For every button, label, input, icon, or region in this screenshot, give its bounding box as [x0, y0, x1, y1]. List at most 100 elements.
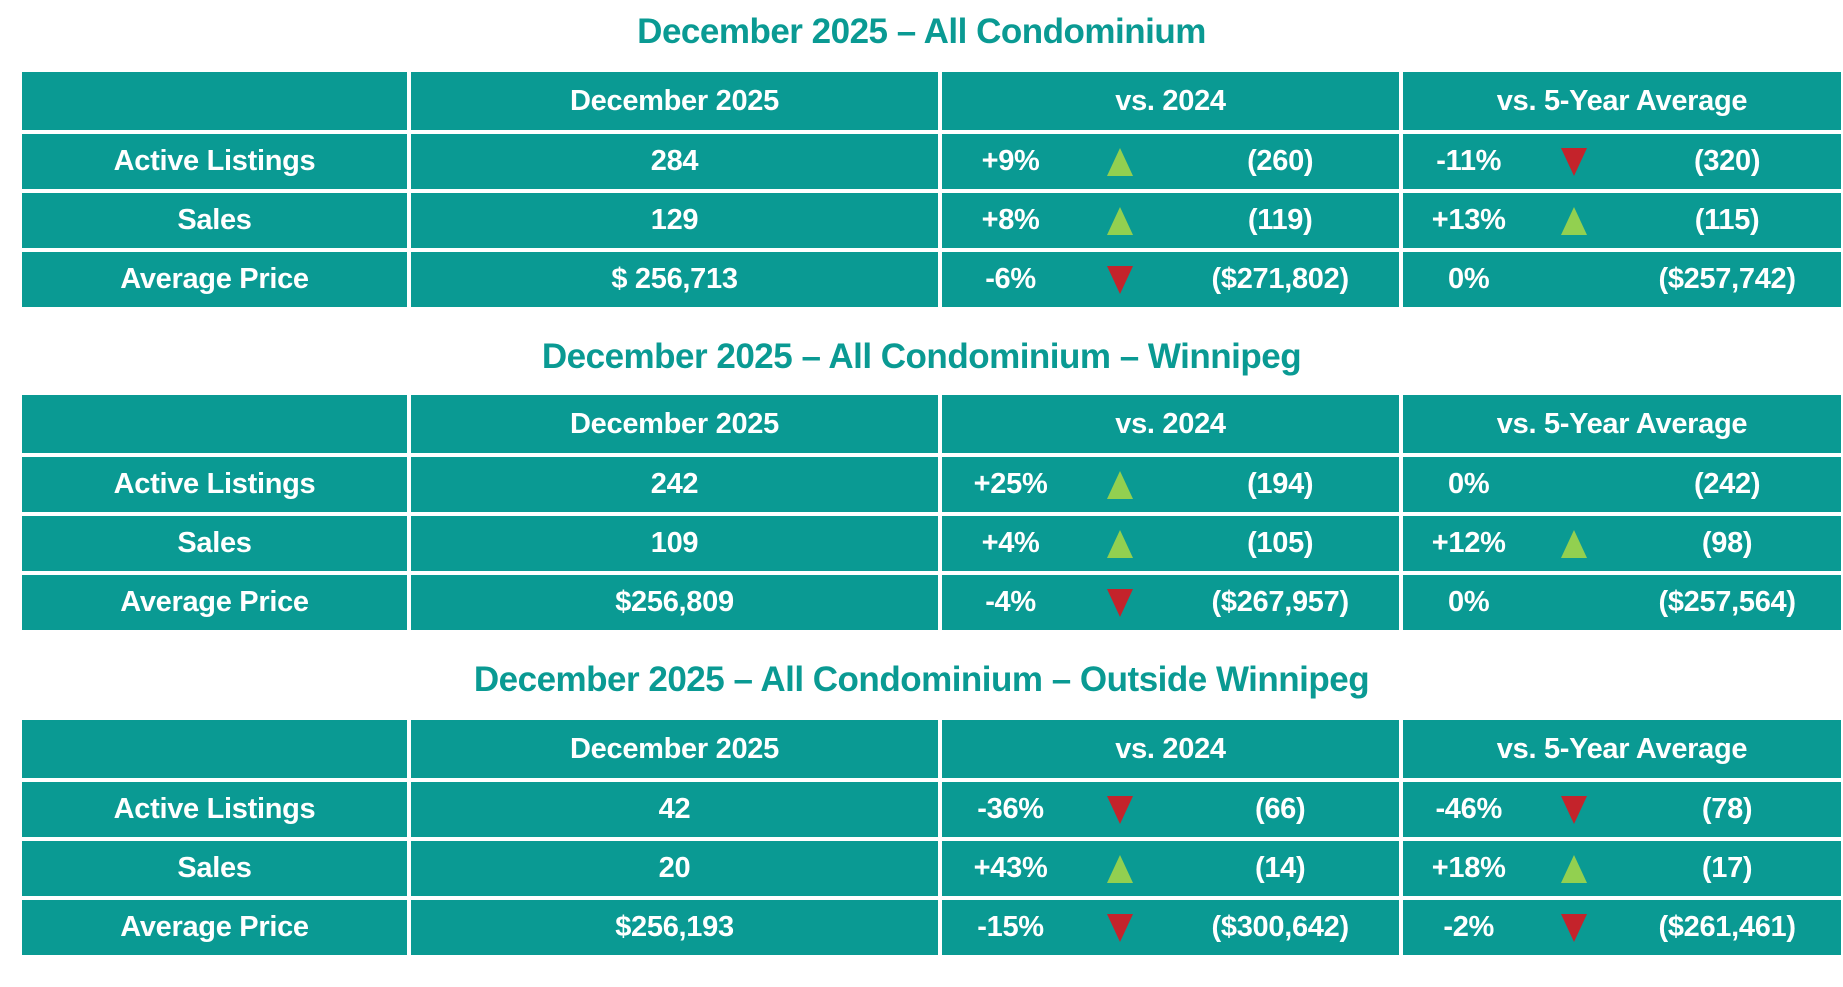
current-value: 109: [411, 516, 938, 571]
comparison-cell-vs-2024: -4% ($267,957): [942, 575, 1399, 630]
comparison-cell-vs-2024: +4% (105): [942, 516, 1399, 571]
comparison-cell-vs-5yr: +18% (17): [1403, 841, 1841, 896]
comparison-cell-vs-5yr: 0% ($257,564): [1403, 575, 1841, 630]
pct-change: +13%: [1431, 204, 1506, 236]
pct-change: -11%: [1436, 145, 1502, 177]
pct-change: +18%: [1431, 852, 1506, 884]
comparison-cell-vs-5yr: 0% (242): [1403, 457, 1841, 512]
trend-arrow-icon: [1107, 147, 1134, 176]
comparison-value: ($261,461): [1658, 911, 1796, 943]
pct-change: 0%: [1448, 586, 1490, 618]
pct-change: 0%: [1448, 263, 1490, 295]
comparison-value: ($300,642): [1211, 911, 1350, 943]
comparison-value: (119): [1247, 204, 1313, 236]
current-value: $256,193: [411, 900, 938, 955]
trend-arrow-icon: [1560, 147, 1587, 176]
current-value: $256,809: [411, 575, 938, 630]
current-value: $ 256,713: [411, 252, 938, 307]
row-label: Sales: [22, 841, 407, 896]
comparison-cell-vs-2024: +8% (119): [942, 193, 1399, 248]
comparison-cell-vs-2024: +25% (194): [942, 457, 1399, 512]
header-cell-vs-2024: vs. 2024: [942, 395, 1399, 453]
header-cell-vs-5yr: vs. 5-Year Average: [1403, 720, 1841, 778]
stats-table-winnipeg: December 2025 vs. 2024 vs. 5-Year Averag…: [22, 395, 1841, 630]
trend-arrow-icon: [1560, 913, 1587, 942]
trend-arrow-icon: [1560, 854, 1587, 883]
current-value: 129: [411, 193, 938, 248]
header-cell-blank: [22, 395, 407, 453]
trend-arrow-icon: [1560, 529, 1587, 558]
comparison-value: ($257,742): [1658, 263, 1796, 295]
pct-change: +8%: [981, 204, 1040, 236]
page-title: December 2025 – All Condominium – Outsid…: [473, 660, 1370, 699]
row-label: Active Listings: [22, 457, 407, 512]
comparison-value: (115): [1694, 204, 1760, 236]
comparison-cell-vs-5yr: -2% ($261,461): [1403, 900, 1841, 955]
row-label: Sales: [22, 193, 407, 248]
row-label: Active Listings: [22, 134, 407, 189]
trend-arrow-icon: [1107, 206, 1134, 235]
pct-change: -2%: [1443, 911, 1495, 943]
header-cell-vs-2024: vs. 2024: [942, 72, 1399, 130]
row-label: Average Price: [22, 252, 407, 307]
comparison-value: ($257,564): [1658, 586, 1796, 618]
pct-change: -15%: [977, 911, 1044, 943]
comparison-value: (78): [1701, 793, 1753, 825]
comparison-value: (320): [1694, 145, 1761, 177]
comparison-cell-vs-2024: -36% (66): [942, 782, 1399, 837]
comparison-cell-vs-5yr: +12% (98): [1403, 516, 1841, 571]
row-label: Average Price: [22, 575, 407, 630]
comparison-value: (260): [1247, 145, 1314, 177]
pct-change: -6%: [985, 263, 1036, 295]
trend-arrow-icon: [1107, 913, 1134, 942]
current-value: 20: [411, 841, 938, 896]
pct-change: +25%: [973, 468, 1048, 500]
header-cell-vs-2024: vs. 2024: [942, 720, 1399, 778]
comparison-value: (98): [1701, 527, 1753, 559]
header-cell-vs-5yr: vs. 5-Year Average: [1403, 395, 1841, 453]
row-label: Active Listings: [22, 782, 407, 837]
stats-table-all-condominium: December 2025 vs. 2024 vs. 5-Year Averag…: [22, 72, 1841, 307]
pct-change: +43%: [973, 852, 1048, 884]
comparison-value: ($267,957): [1211, 586, 1350, 618]
row-label: Average Price: [22, 900, 407, 955]
trend-arrow-icon: [1107, 265, 1134, 294]
current-value: 242: [411, 457, 938, 512]
page-title: December 2025 – All Condominium – Winnip…: [541, 337, 1302, 376]
current-value: 42: [411, 782, 938, 837]
pct-change: 0%: [1448, 468, 1490, 500]
pct-change: -4%: [985, 586, 1036, 618]
pct-change: -36%: [977, 793, 1044, 825]
pct-change: -46%: [1435, 793, 1502, 825]
pct-change: +4%: [981, 527, 1040, 559]
trend-arrow-icon: [1107, 854, 1134, 883]
header-cell-vs-5yr: vs. 5-Year Average: [1403, 72, 1841, 130]
trend-arrow-icon: [1107, 588, 1134, 617]
stats-table-outside-winnipeg: December 2025 vs. 2024 vs. 5-Year Averag…: [22, 720, 1841, 955]
trend-arrow-icon: [1560, 206, 1587, 235]
comparison-cell-vs-2024: +43% (14): [942, 841, 1399, 896]
trend-arrow-icon: [1107, 529, 1134, 558]
comparison-value: (242): [1694, 468, 1761, 500]
comparison-cell-vs-5yr: -46% (78): [1403, 782, 1841, 837]
header-cell-current: December 2025: [411, 72, 938, 130]
comparison-cell-vs-2024: -6% ($271,802): [942, 252, 1399, 307]
header-cell-current: December 2025: [411, 395, 938, 453]
pct-change: +9%: [981, 145, 1040, 177]
header-cell-current: December 2025: [411, 720, 938, 778]
current-value: 284: [411, 134, 938, 189]
comparison-cell-vs-5yr: +13% (115): [1403, 193, 1841, 248]
comparison-cell-vs-2024: +9% (260): [942, 134, 1399, 189]
header-cell-blank: [22, 720, 407, 778]
comparison-value: (66): [1254, 793, 1306, 825]
header-cell-blank: [22, 72, 407, 130]
comparison-value: (105): [1247, 527, 1314, 559]
comparison-value: (14): [1254, 852, 1306, 884]
trend-arrow-icon: [1107, 470, 1134, 499]
row-label: Sales: [22, 516, 407, 571]
pct-change: +12%: [1431, 527, 1506, 559]
trend-arrow-icon: [1107, 795, 1134, 824]
comparison-cell-vs-5yr: 0% ($257,742): [1403, 252, 1841, 307]
trend-arrow-icon: [1560, 795, 1587, 824]
page-title: December 2025 – All Condominium: [637, 12, 1206, 51]
